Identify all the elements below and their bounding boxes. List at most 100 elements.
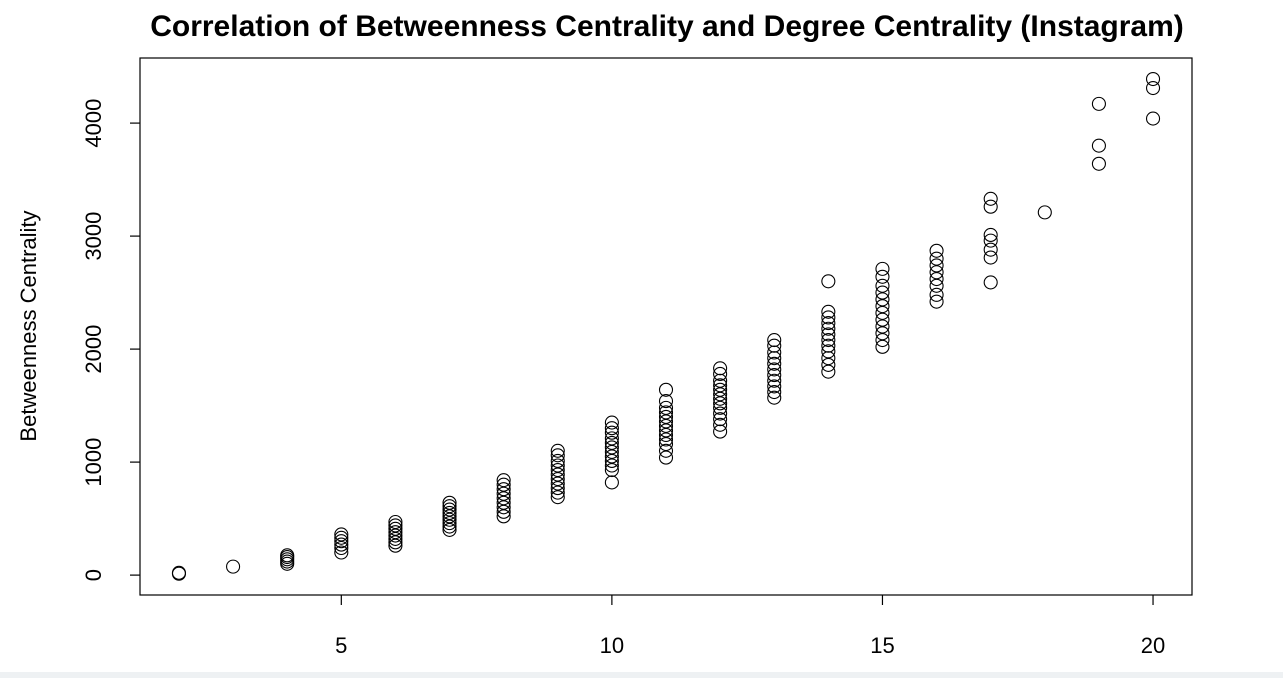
point bbox=[550, 476, 565, 491]
point bbox=[550, 481, 565, 496]
point bbox=[821, 321, 836, 336]
point bbox=[496, 495, 511, 510]
point bbox=[604, 431, 619, 446]
point bbox=[550, 458, 565, 473]
point bbox=[388, 531, 403, 546]
point bbox=[442, 495, 457, 510]
point bbox=[604, 415, 619, 430]
plot-box bbox=[139, 57, 1193, 596]
point bbox=[496, 477, 511, 492]
point bbox=[767, 345, 782, 360]
point bbox=[875, 312, 890, 327]
point bbox=[767, 373, 782, 388]
point bbox=[821, 364, 836, 379]
point bbox=[821, 338, 836, 353]
point bbox=[388, 538, 403, 553]
point bbox=[658, 432, 674, 447]
point bbox=[1037, 205, 1052, 220]
point bbox=[767, 368, 782, 383]
point bbox=[658, 423, 674, 438]
point bbox=[875, 261, 890, 276]
point bbox=[604, 458, 619, 473]
point bbox=[821, 274, 836, 289]
point bbox=[929, 287, 944, 302]
point bbox=[713, 391, 728, 406]
point bbox=[388, 521, 403, 536]
point bbox=[983, 233, 998, 248]
point bbox=[767, 390, 782, 405]
point bbox=[334, 530, 349, 545]
point bbox=[334, 527, 349, 542]
point bbox=[604, 453, 619, 469]
point bbox=[442, 519, 457, 534]
point bbox=[280, 548, 295, 563]
point bbox=[658, 382, 674, 397]
point bbox=[171, 565, 187, 580]
point bbox=[929, 258, 944, 273]
point bbox=[929, 271, 944, 287]
point bbox=[442, 522, 457, 537]
y-tick-label: 4000 bbox=[81, 99, 106, 148]
point bbox=[875, 285, 890, 300]
point bbox=[875, 319, 890, 334]
point bbox=[1145, 81, 1161, 96]
point bbox=[604, 475, 619, 490]
point bbox=[658, 400, 674, 415]
point bbox=[388, 518, 403, 533]
point bbox=[496, 504, 511, 519]
y-tick-label: 3000 bbox=[81, 212, 106, 261]
point bbox=[713, 417, 728, 432]
point bbox=[875, 278, 890, 293]
point bbox=[442, 505, 457, 521]
point bbox=[658, 409, 674, 424]
point bbox=[821, 327, 836, 342]
point bbox=[821, 333, 836, 348]
y-tick-label: 0 bbox=[81, 569, 106, 581]
point bbox=[496, 509, 511, 524]
point bbox=[929, 294, 944, 309]
point bbox=[983, 199, 998, 214]
point bbox=[875, 333, 890, 348]
point bbox=[442, 509, 457, 524]
point bbox=[713, 366, 728, 382]
y-axis-label: Betweenness Centrality bbox=[16, 210, 41, 441]
point bbox=[713, 382, 728, 397]
point bbox=[713, 424, 728, 439]
point bbox=[658, 405, 674, 420]
point bbox=[713, 387, 728, 402]
point bbox=[442, 512, 457, 527]
point bbox=[658, 443, 674, 458]
point bbox=[658, 414, 674, 429]
point bbox=[334, 540, 349, 556]
x-tick-label: 5 bbox=[335, 633, 347, 658]
point bbox=[1145, 71, 1161, 87]
point bbox=[1091, 96, 1106, 111]
point bbox=[767, 356, 782, 371]
point bbox=[983, 242, 998, 257]
point bbox=[604, 421, 619, 436]
point bbox=[658, 418, 674, 433]
point bbox=[604, 449, 619, 464]
point bbox=[334, 545, 349, 560]
point bbox=[929, 265, 944, 280]
point bbox=[604, 440, 619, 455]
point bbox=[767, 362, 782, 377]
point bbox=[226, 559, 241, 574]
point bbox=[821, 357, 836, 372]
point bbox=[875, 292, 890, 307]
point bbox=[767, 384, 782, 400]
point bbox=[875, 326, 890, 341]
point bbox=[658, 427, 674, 443]
point bbox=[713, 406, 728, 421]
x-tick-label: 10 bbox=[600, 633, 624, 658]
point bbox=[821, 310, 836, 325]
point bbox=[658, 436, 674, 452]
x-tick-label: 15 bbox=[870, 633, 894, 658]
point bbox=[388, 514, 403, 530]
point bbox=[496, 486, 511, 501]
point bbox=[767, 379, 782, 394]
point bbox=[658, 394, 674, 409]
point bbox=[1091, 138, 1106, 153]
